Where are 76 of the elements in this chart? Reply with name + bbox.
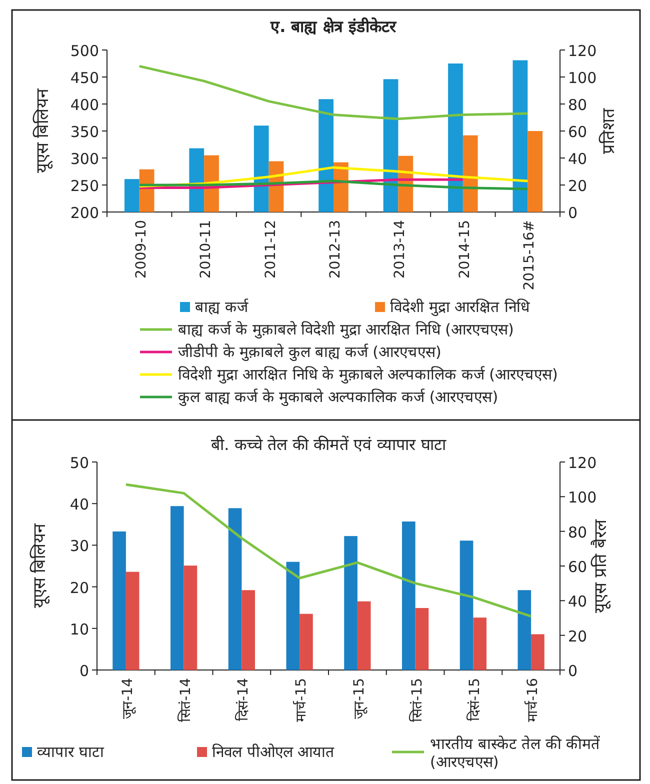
bar — [357, 601, 371, 670]
y-tick-label: 10 — [70, 620, 89, 638]
y-tick-label: 450 — [70, 69, 99, 87]
bar — [228, 508, 242, 670]
y2-axis-title: प्रतिशत — [598, 108, 619, 154]
bar — [184, 566, 198, 670]
x-tick-label: सितं-15 — [408, 678, 426, 722]
bar — [518, 590, 532, 670]
y2-tick-label: 120 — [568, 42, 597, 60]
legend-label: विदेशी मुद्रा आरक्षित निधि — [390, 298, 530, 317]
x-tick-label: जून-15 — [351, 678, 368, 719]
bar — [242, 590, 255, 670]
y2-tick-label: 20 — [568, 627, 588, 646]
bar — [460, 540, 474, 670]
y-tick-label: 350 — [70, 123, 99, 141]
y-axis-title: यूएस बिलियन — [32, 88, 53, 174]
bar — [473, 618, 486, 670]
legend-label: बाह्य कर्ज के मुक़ाबले विदेशी मुद्रा आरक्षित निधि (आरएचएस) — [178, 320, 514, 340]
x-tick-label: सितं-14 — [176, 678, 194, 722]
y2-tick-label: 0 — [568, 662, 578, 680]
y-tick-label: 50 — [70, 454, 89, 472]
x-tick-label: दिसं-15 — [466, 678, 484, 721]
legend-label: बाह्य कर्ज — [195, 298, 249, 316]
x-tick-label: 2010-11 — [198, 220, 214, 278]
x-tick-label: मार्च-16 — [524, 678, 542, 722]
y-tick-label: 250 — [70, 177, 99, 195]
bar — [300, 614, 313, 670]
y2-axis-title: यूएस प्रति बैरल — [590, 519, 611, 613]
chart-title: ए. बाह्य क्षेत्र इंडीकेटर — [270, 17, 398, 36]
y2-tick-label: 0 — [568, 204, 578, 222]
x-tick-label: 2011-12 — [262, 220, 279, 278]
bar — [344, 536, 358, 670]
bar — [170, 506, 184, 670]
x-tick-label: जून-14 — [120, 678, 136, 719]
y2-tick-label: 40 — [568, 150, 588, 168]
x-tick-label: 2014-15 — [456, 220, 473, 278]
y-tick-label: 30 — [70, 537, 89, 556]
bar — [286, 562, 300, 670]
y2-tick-label: 60 — [568, 558, 588, 576]
x-tick-label: 2015-16# — [522, 220, 538, 290]
bar — [531, 634, 544, 670]
legend-label: निवल पीओएल आयात — [212, 743, 335, 761]
y-tick-label: 200 — [70, 204, 99, 222]
x-tick-label: 2012-13 — [328, 220, 344, 278]
bar — [126, 572, 140, 670]
x-tick-label: मार्च-15 — [292, 678, 310, 722]
line-series — [124, 483, 532, 618]
legend-label: भारतीय बास्केट तेल की कीमतें (आरएचएस) — [430, 735, 600, 771]
y2-tick-label: 20 — [568, 177, 588, 195]
bar — [402, 521, 416, 670]
bar — [112, 531, 126, 670]
y-tick-label: 500 — [70, 42, 99, 60]
y2-tick-label: 120 — [568, 454, 597, 472]
x-tick-label: दिसं-14 — [234, 678, 252, 721]
line-series — [138, 180, 529, 190]
y2-tick-label: 80 — [568, 523, 588, 542]
y-tick-label: 300 — [70, 150, 99, 168]
y2-tick-label: 40 — [568, 592, 588, 611]
legend-label: विदेशी मुद्रा आरक्षित निधि के मुक़ाबले अल्पकालिक कर्ज (आरएचएस) — [178, 366, 558, 384]
y-tick-label: 20 — [70, 578, 89, 597]
chart-title: बी. कच्चे तेल की कीमतें एवं व्यापार घाटा — [211, 435, 447, 454]
y2-tick-label: 100 — [568, 69, 597, 87]
line-series — [138, 64, 529, 120]
y-tick-label: 40 — [70, 496, 89, 514]
legend-label: जीडीपी के मुक़ाबले कुल बाह्य कर्ज (आरएचएस) — [178, 343, 442, 362]
y2-tick-label: 100 — [568, 488, 597, 507]
legend-label: व्यापार घाटा — [37, 743, 105, 761]
x-tick-label: 2009-10 — [133, 220, 150, 278]
legend-label: कुल बाह्य कर्ज के मुकाबले अल्पकालिक कर्ज (आरएचएस) — [178, 388, 498, 407]
bar — [415, 608, 429, 670]
x-tick-label: 2013-14 — [392, 220, 408, 278]
y-tick-label: 400 — [70, 96, 99, 114]
y-tick-label: 0 — [79, 662, 89, 680]
y2-tick-label: 60 — [568, 123, 588, 141]
y-axis-title: यूएस बिलियन — [29, 522, 50, 608]
y2-tick-label: 80 — [568, 96, 588, 114]
